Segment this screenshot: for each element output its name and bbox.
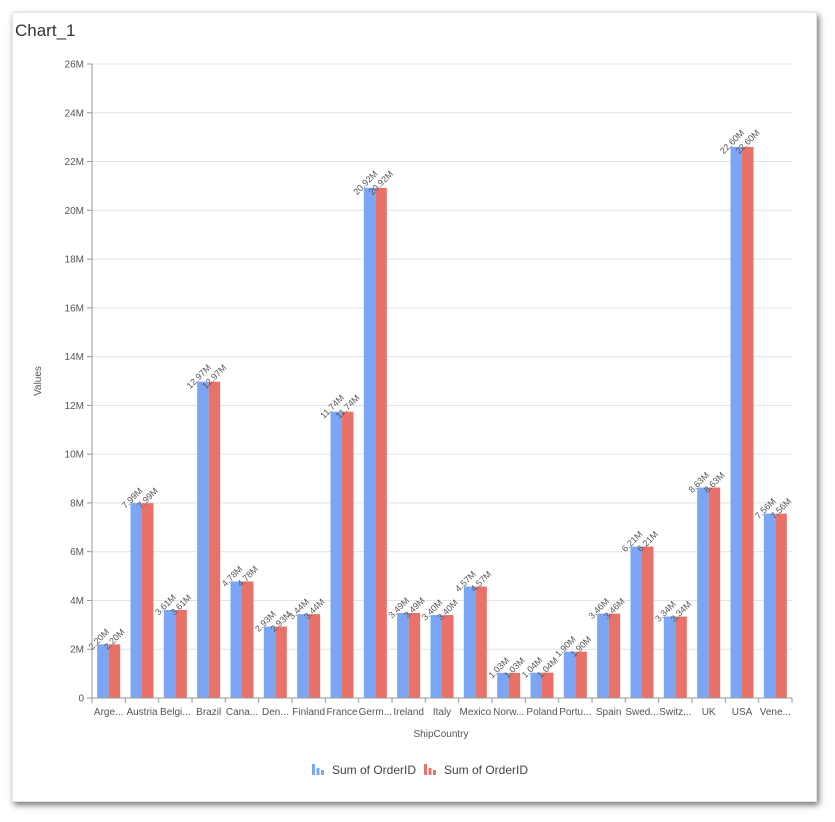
bar[interactable] <box>463 586 476 698</box>
bar[interactable] <box>475 586 487 698</box>
bar[interactable] <box>230 581 243 698</box>
legend-label: Sum of OrderID <box>332 763 416 777</box>
x-tick-label: Switz... <box>659 707 691 718</box>
bar[interactable] <box>97 644 109 698</box>
x-axis: Arge... Austria Belgi... Brazil Cana... Den..… <box>91 697 793 718</box>
bar[interactable] <box>563 651 576 698</box>
bar[interactable] <box>442 615 454 698</box>
x-tick-label: Norw... <box>493 707 524 718</box>
y-tick-label: 4M <box>70 596 84 607</box>
x-tick-label: Belgi... <box>160 707 191 718</box>
bar[interactable] <box>775 513 787 698</box>
y-tick-label: 16M <box>65 303 84 314</box>
x-tick-label: Poland <box>526 707 557 718</box>
y-tick-label: 6M <box>70 547 84 558</box>
legend[interactable]: Sum of OrderID Sum of OrderID <box>312 763 528 777</box>
bar[interactable] <box>108 644 121 698</box>
bar-chart-icon <box>424 764 436 775</box>
bar[interactable] <box>342 411 354 698</box>
bar[interactable] <box>663 616 676 698</box>
bar[interactable] <box>742 146 754 698</box>
bar[interactable] <box>630 546 643 698</box>
legend-icon-bar <box>321 770 324 775</box>
bar[interactable] <box>575 651 587 698</box>
y-tick-label: 26M <box>65 60 84 71</box>
bar[interactable] <box>308 614 321 698</box>
x-tick-label: Vene... <box>760 707 791 718</box>
x-tick-label: Ireland <box>393 707 424 718</box>
legend-icon-bar <box>428 768 432 775</box>
x-tick-label: Mexico <box>459 707 491 718</box>
bar[interactable] <box>330 411 343 698</box>
bars <box>97 146 787 698</box>
y-tick-label: 2M <box>70 645 84 656</box>
x-tick-label: Cana... <box>226 707 258 718</box>
bar[interactable] <box>763 513 776 698</box>
y-tick-label: 22M <box>65 157 84 168</box>
x-tick-label: Austria <box>126 707 158 718</box>
y-tick-label: 12M <box>65 401 84 412</box>
bar[interactable] <box>375 187 387 698</box>
chart-title: Chart_1 <box>15 21 76 40</box>
legend-label: Sum of OrderID <box>444 763 528 777</box>
x-tick-label: Arge... <box>94 707 123 718</box>
bar[interactable] <box>497 672 509 698</box>
bar-chart-icon <box>312 764 324 775</box>
bar[interactable] <box>697 487 709 698</box>
x-tick-label: Den... <box>262 707 289 718</box>
bar[interactable] <box>397 612 409 698</box>
bar[interactable] <box>642 546 654 698</box>
x-tick-label: UK <box>702 707 716 718</box>
legend-item[interactable]: Sum of OrderID <box>312 763 416 777</box>
x-tick-label: Swed... <box>625 707 658 718</box>
bar[interactable] <box>530 672 543 698</box>
y-tick-label: 0 <box>78 694 84 705</box>
legend-item[interactable]: Sum of OrderID <box>424 763 528 777</box>
x-tick-label: Brazil <box>196 707 221 718</box>
x-axis-title: ShipCountry <box>413 729 468 740</box>
bar[interactable] <box>175 609 187 698</box>
bar[interactable] <box>408 612 421 698</box>
y-tick-label: 8M <box>70 498 84 509</box>
y-tick-label: 20M <box>65 206 84 217</box>
y-axis-title: Values <box>33 366 44 396</box>
bar[interactable] <box>597 613 609 698</box>
bar[interactable] <box>708 487 721 698</box>
bar[interactable] <box>275 626 287 698</box>
y-tick-label: 10M <box>65 450 84 461</box>
bar[interactable] <box>542 672 554 698</box>
x-tick-label: France <box>326 707 358 718</box>
bar[interactable] <box>675 616 687 698</box>
x-tick-label: USA <box>732 707 753 718</box>
x-tick-label: Germ... <box>359 707 392 718</box>
bar[interactable] <box>208 381 221 698</box>
bar[interactable] <box>197 381 209 698</box>
bar[interactable] <box>430 615 443 698</box>
legend-icon-bar <box>433 770 436 775</box>
bar[interactable] <box>508 672 521 698</box>
bar[interactable] <box>242 581 254 698</box>
y-tick-label: 14M <box>65 352 84 363</box>
bar[interactable] <box>608 613 621 698</box>
x-tick-label: Finland <box>292 707 325 718</box>
y-tick-label: 24M <box>65 108 84 119</box>
bar[interactable] <box>363 187 376 698</box>
bar[interactable] <box>130 503 143 698</box>
x-tick-label: Spain <box>596 707 622 718</box>
bar[interactable] <box>263 626 276 698</box>
x-tick-label: Portu... <box>559 707 591 718</box>
y-axis: 0 2M 4M 6M 8M 10M 12M 14M 16M 18M 20M 22M 24M 26M <box>65 60 93 705</box>
bar[interactable] <box>297 614 309 698</box>
legend-icon-bar <box>316 768 320 775</box>
bar[interactable] <box>163 609 176 698</box>
legend-icon-bar <box>424 764 427 775</box>
bar[interactable] <box>730 146 743 698</box>
legend-icon-bar <box>312 764 315 775</box>
bar[interactable] <box>142 503 154 698</box>
x-tick-label: Italy <box>433 707 451 718</box>
y-tick-label: 18M <box>65 255 84 266</box>
